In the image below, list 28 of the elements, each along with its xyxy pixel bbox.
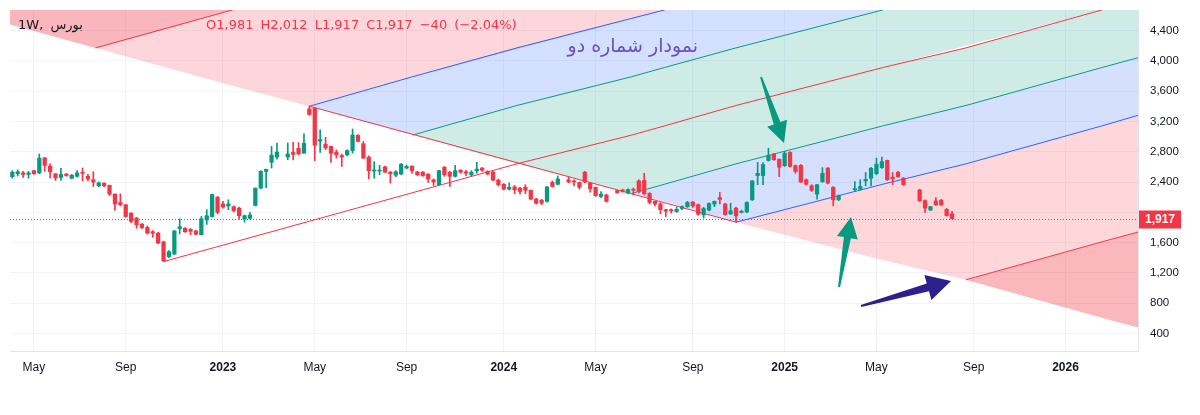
x-tick-label: May xyxy=(865,359,888,374)
ref-line-label: 1,917 xyxy=(1145,212,1176,227)
y-tick-label: 1,600 xyxy=(1150,235,1179,248)
y-tick-label: 3,200 xyxy=(1150,114,1179,127)
y-tick-label: 400 xyxy=(1150,326,1170,339)
x-tick-label: 2024 xyxy=(490,359,518,374)
y-tick-label: 3,600 xyxy=(1150,84,1179,97)
y-tick-label: 2,400 xyxy=(1150,175,1179,188)
text: 1W, بورس xyxy=(18,17,83,32)
x-tick-label: Sep xyxy=(962,359,985,374)
text: O1,981 H2,012 L1,917 C1,917 −40 (−2.04%) xyxy=(206,17,517,32)
x-tick-label: May xyxy=(584,359,607,374)
y-tick-label: 4,000 xyxy=(1150,53,1179,66)
candlestick xyxy=(177,218,182,235)
y-tick-label: 1,200 xyxy=(1150,266,1179,279)
candlestick xyxy=(91,171,96,187)
x-tick-label: Sep xyxy=(682,359,704,374)
y-tick-label: 800 xyxy=(1150,296,1170,309)
x-tick-label: May xyxy=(22,359,46,374)
x-tick-label: 2026 xyxy=(1052,359,1080,374)
x-tick-label: Sep xyxy=(115,359,137,374)
x-tick-label: 2023 xyxy=(209,359,237,374)
x-tick-label: Sep xyxy=(395,359,418,374)
y-tick-label: 2,800 xyxy=(1150,144,1179,157)
annotation: نمودار شماره دو xyxy=(567,34,698,56)
y-tick-label: 4,400 xyxy=(1150,23,1179,36)
x-tick-label: 2025 xyxy=(771,359,799,374)
x-tick-label: May xyxy=(303,359,327,374)
